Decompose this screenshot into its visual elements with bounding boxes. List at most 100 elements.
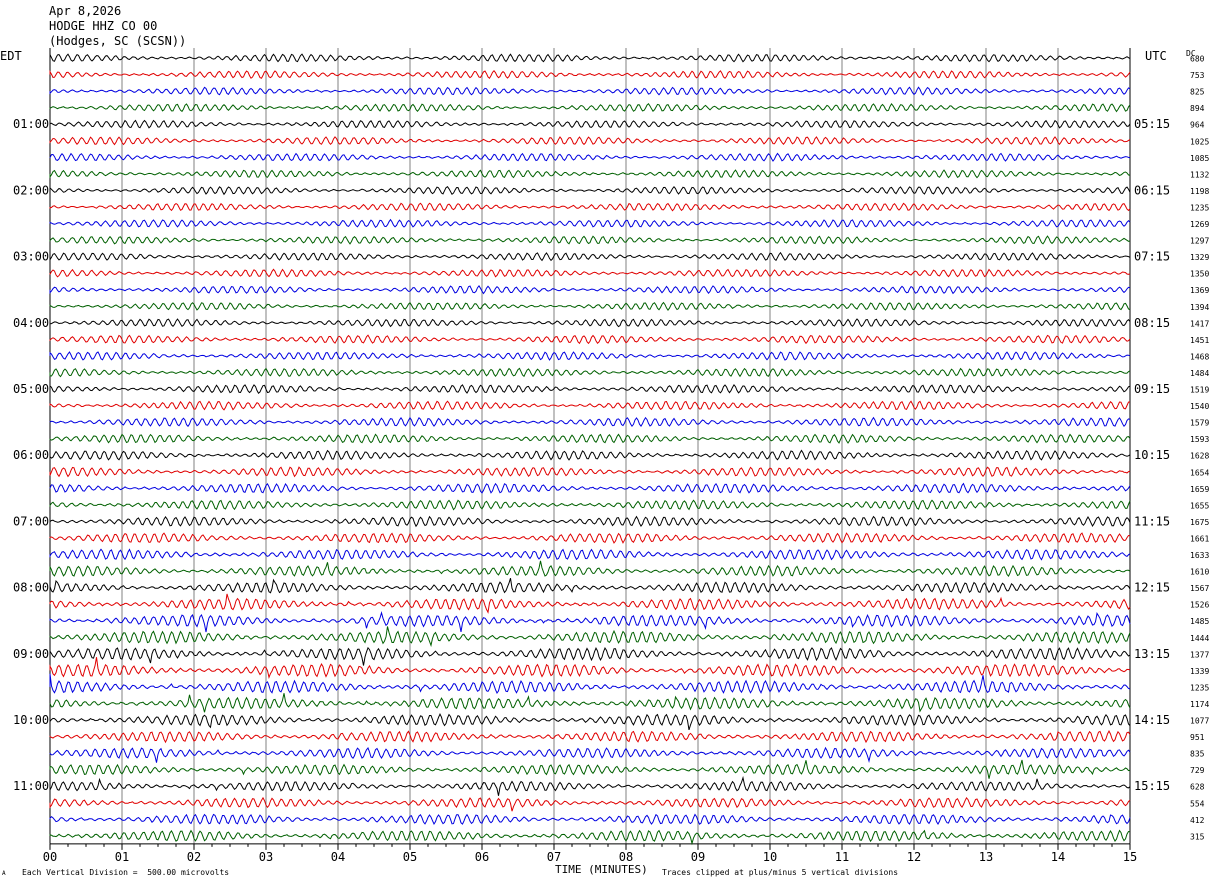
trace-line xyxy=(49,367,1131,378)
dc-offset-label: 1025 xyxy=(1190,137,1209,146)
dc-label: DC xyxy=(1186,49,1196,58)
trace-line xyxy=(49,813,1131,826)
x-axis-label: TIME (MINUTES) xyxy=(555,863,648,876)
trace-line xyxy=(49,433,1131,444)
x-tick-label: 04 xyxy=(331,850,345,864)
trace-line xyxy=(49,202,1131,212)
dc-offset-label: 1655 xyxy=(1190,501,1209,510)
x-tick-label: 15 xyxy=(1123,850,1137,864)
edt-hour-label: 09:00 xyxy=(13,647,49,661)
dc-offset-label: 825 xyxy=(1190,88,1205,97)
dc-offset-label: 1654 xyxy=(1190,468,1209,477)
header-location: (Hodges, SC (SCSN)) xyxy=(49,34,187,48)
edt-hour-label: 05:00 xyxy=(13,382,49,396)
trace-line xyxy=(49,746,1131,763)
dc-offset-label: 1519 xyxy=(1190,386,1209,395)
dc-offset-label: 628 xyxy=(1190,783,1205,792)
trace-line xyxy=(49,449,1131,461)
trace-line xyxy=(49,384,1131,394)
trace-line xyxy=(49,578,1131,595)
trace-line xyxy=(49,532,1131,544)
trace-line xyxy=(49,775,1131,796)
trace-line xyxy=(49,334,1131,345)
trace-line xyxy=(49,482,1131,494)
dc-offset-label: 753 xyxy=(1190,71,1205,80)
right-axis-label: UTC xyxy=(1145,49,1167,63)
trace-line xyxy=(49,673,1131,694)
utc-hour-label: 12:15 xyxy=(1134,581,1170,595)
utc-hour-label: 13:15 xyxy=(1134,647,1170,661)
dc-offset-label: 1174 xyxy=(1190,700,1209,709)
edt-hour-label: 06:00 xyxy=(13,448,49,462)
utc-hour-label: 07:15 xyxy=(1134,250,1170,264)
dc-offset-label: 1132 xyxy=(1190,170,1209,179)
dc-offset-label: 1484 xyxy=(1190,369,1209,378)
utc-hour-label: 14:15 xyxy=(1134,713,1170,727)
dc-offset-label: 315 xyxy=(1190,832,1205,841)
dc-offset-label: 1444 xyxy=(1190,634,1209,643)
trace-line xyxy=(49,318,1131,328)
trace-line xyxy=(49,466,1131,478)
utc-hour-label: 05:15 xyxy=(1134,117,1170,131)
utc-hour-label: 11:15 xyxy=(1134,514,1170,528)
trace-line xyxy=(49,693,1131,713)
x-tick-label: 03 xyxy=(259,850,273,864)
utc-hour-label: 06:15 xyxy=(1134,183,1170,197)
trace-line xyxy=(49,268,1131,278)
dc-offset-label: 729 xyxy=(1190,766,1205,775)
dc-offset-label: 1369 xyxy=(1190,286,1209,295)
trace-line xyxy=(49,626,1131,648)
trace-line xyxy=(49,53,1131,63)
x-tick-label: 13 xyxy=(979,850,993,864)
dc-offset-label: 412 xyxy=(1190,816,1205,825)
trace-line xyxy=(49,218,1131,229)
dc-offset-label: 894 xyxy=(1190,104,1205,113)
dc-offset-label: 1526 xyxy=(1190,601,1209,610)
dc-offset-label: 1610 xyxy=(1190,568,1209,577)
dc-offset-label: 1451 xyxy=(1190,336,1209,345)
trace-line xyxy=(49,301,1131,311)
x-tick-label: 11 xyxy=(835,850,849,864)
dc-offset-label: 680 xyxy=(1190,55,1205,64)
header-date: Apr 8,2026 xyxy=(49,4,122,18)
x-tick-label: 01 xyxy=(115,850,129,864)
trace-line xyxy=(49,136,1131,146)
left-axis-label: EDT xyxy=(0,49,22,63)
trace-line xyxy=(49,416,1131,428)
dc-offset-label: 1417 xyxy=(1190,319,1209,328)
edt-hour-label: 03:00 xyxy=(13,250,49,264)
plot-grid xyxy=(49,48,1131,850)
trace-line xyxy=(49,548,1131,561)
x-tick-label: 06 xyxy=(475,850,489,864)
trace-line xyxy=(49,515,1131,528)
dc-offset-label: 1329 xyxy=(1190,253,1209,262)
trace-line xyxy=(49,646,1131,666)
dc-offset-label: 1485 xyxy=(1190,617,1209,626)
x-tick-label: 09 xyxy=(691,850,705,864)
dc-offset-label: 1235 xyxy=(1190,683,1209,692)
trace-line xyxy=(49,69,1131,80)
dc-offset-label: 1377 xyxy=(1190,650,1209,659)
trace-line xyxy=(49,400,1131,411)
x-tick-label: 00 xyxy=(43,850,57,864)
utc-hour-label: 10:15 xyxy=(1134,448,1170,462)
clip-note: Traces clipped at plus/minus 5 vertical … xyxy=(662,868,899,877)
trace-line xyxy=(49,186,1131,196)
dc-offset-label: 1661 xyxy=(1190,534,1209,543)
dc-offset-label: 1659 xyxy=(1190,485,1209,494)
x-tick-label: 02 xyxy=(187,850,201,864)
edt-hour-label: 02:00 xyxy=(13,183,49,197)
dc-offset-label: 1675 xyxy=(1190,518,1209,527)
trace-line xyxy=(49,499,1131,511)
trace-line xyxy=(49,796,1131,812)
dc-offset-label: 1077 xyxy=(1190,717,1209,726)
dc-offset-label: 1593 xyxy=(1190,435,1209,444)
dc-offset-label: 1633 xyxy=(1190,551,1209,560)
dc-offset-label: 1567 xyxy=(1190,584,1209,593)
trace-line xyxy=(49,351,1131,361)
dc-offset-label: 1235 xyxy=(1190,203,1209,212)
dc-offset-label: 1468 xyxy=(1190,352,1209,361)
utc-hour-label: 08:15 xyxy=(1134,316,1170,330)
seismic-traces xyxy=(49,53,1131,846)
